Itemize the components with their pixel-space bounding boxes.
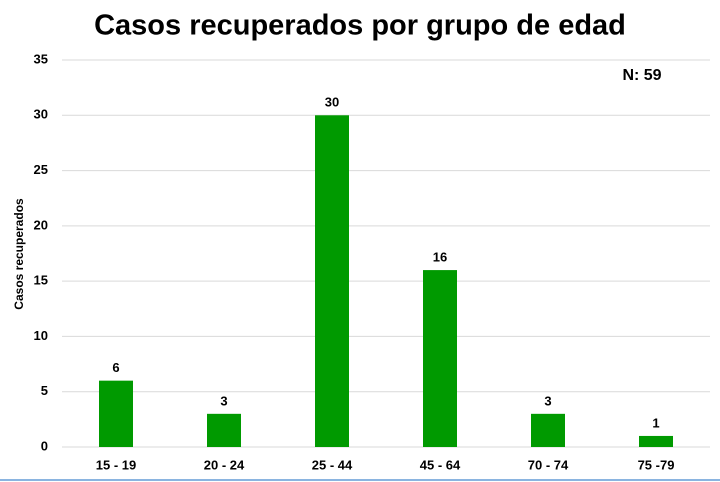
value-label: 3 <box>220 393 227 408</box>
annotation: N: 59 <box>622 67 661 84</box>
chart-title: Casos recuperados por grupo de edad <box>94 10 626 42</box>
y-tick-label: 35 <box>34 51 48 66</box>
y-tick-label: 30 <box>34 107 48 122</box>
bar <box>639 435 673 447</box>
bar <box>315 115 349 448</box>
x-tick-label: 70 - 74 <box>528 457 569 472</box>
x-tick-label: 15 - 19 <box>96 457 136 472</box>
x-tick-label: 45 - 64 <box>420 457 461 472</box>
x-tick-label: 20 - 24 <box>204 457 245 472</box>
value-label: 1 <box>652 415 659 430</box>
bar <box>531 413 565 447</box>
y-tick-label: 20 <box>34 217 48 232</box>
bar <box>207 413 241 447</box>
y-tick-label: 5 <box>41 383 48 398</box>
value-label: 3 <box>544 393 551 408</box>
bar <box>423 270 457 447</box>
x-tick-label: 25 - 44 <box>312 457 353 472</box>
y-tick-label: 15 <box>34 273 48 288</box>
y-tick-label: 0 <box>41 438 48 453</box>
x-tick-label: 75 -79 <box>638 457 675 472</box>
bar <box>99 380 133 447</box>
value-label: 6 <box>112 360 119 375</box>
value-label: 30 <box>325 95 339 110</box>
y-tick-label: 25 <box>34 162 48 177</box>
value-label: 16 <box>433 250 447 265</box>
y-axis-label: Casos recuperados <box>12 198 26 310</box>
y-tick-label: 10 <box>34 328 48 343</box>
